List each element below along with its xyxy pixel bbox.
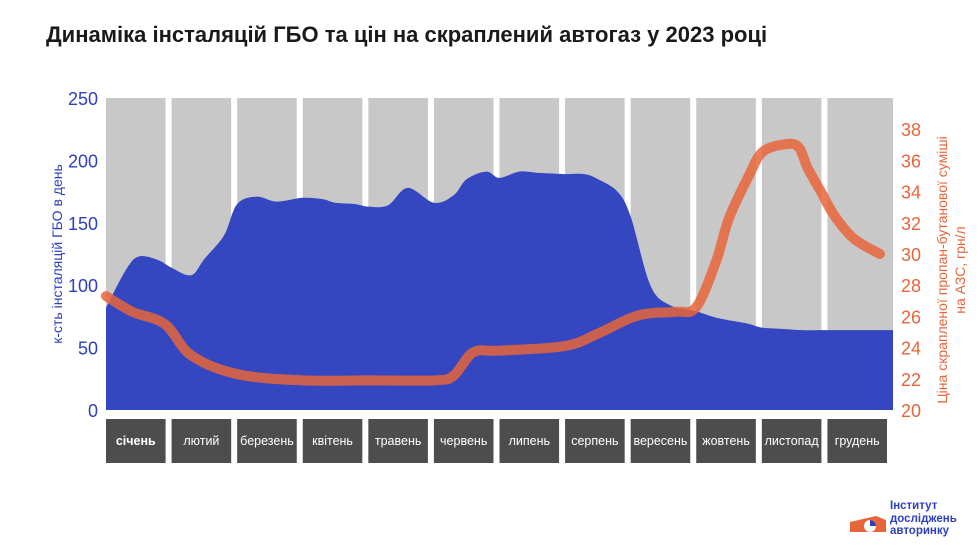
month-labels: січень лютий березень квітень травень червень… [106,419,887,463]
month-label-box-6 [499,419,560,463]
logo-line-2: досліджень [890,512,957,525]
right-tick-38: 38 [901,120,921,140]
month-label-9: жовтень [702,434,750,448]
month-label-8: вересень [633,434,687,448]
month-label-box-7 [565,419,625,463]
logo-line-3: авторинку [890,525,950,537]
month-label-box-2 [237,419,297,463]
right-tick-36: 36 [901,151,921,171]
installations-area [106,171,893,410]
month-label-box-3 [302,419,363,463]
month-label-0: січень [116,434,156,448]
installations-area-layer [106,171,893,410]
axes: 0 50 100 150 200 250 20 22 24 26 28 30 32 34 36 38 к-сть… [49,89,968,421]
right-tick-26: 26 [901,307,921,327]
left-axis-title: к-сть інсталяцій ГБО в день [49,164,65,344]
institute-logo-icon [850,516,886,532]
month-label-box-9 [696,419,756,463]
month-label-4: травень [375,434,422,448]
right-tick-32: 32 [901,214,921,234]
right-tick-20: 20 [901,401,921,421]
month-label-2: березень [240,434,294,448]
right-tick-28: 28 [901,276,921,296]
month-label-box-11 [827,419,887,463]
price-line-layer [101,138,885,386]
right-tick-34: 34 [901,183,921,203]
month-label-6: липень [509,434,550,448]
left-tick-0: 0 [88,401,98,421]
price-line [101,138,885,386]
right-tick-24: 24 [901,339,921,359]
month-label-1: лютий [183,434,219,448]
institute-logo-text: Інститут досліджень авторинку [890,500,957,538]
month-label-box-10 [761,419,822,463]
month-label-5: червень [440,434,487,448]
month-label-box-0 [106,419,166,463]
month-label-box-1 [171,419,232,463]
month-label-7: серпень [571,434,618,448]
month-label-11: грудень [835,434,880,448]
left-tick-200: 200 [68,151,98,171]
right-axis-title: Ціна скрапленої пропан-бутанової суміші н… [934,136,968,403]
month-label-box-4 [368,419,428,463]
left-tick-250: 250 [68,89,98,109]
month-label-box-8 [630,419,691,463]
month-label-box-5 [433,419,494,463]
logo-line-1: Інститут [890,500,938,512]
left-tick-100: 100 [68,276,98,296]
left-tick-150: 150 [68,214,98,234]
right-tick-30: 30 [901,245,921,265]
month-label-3: квітень [312,434,353,448]
right-tick-22: 22 [901,370,921,390]
month-label-10: листопад [765,434,820,448]
left-tick-50: 50 [78,339,98,359]
page-title: Динаміка інсталяцій ГБО та цін на скрапл… [46,22,768,47]
